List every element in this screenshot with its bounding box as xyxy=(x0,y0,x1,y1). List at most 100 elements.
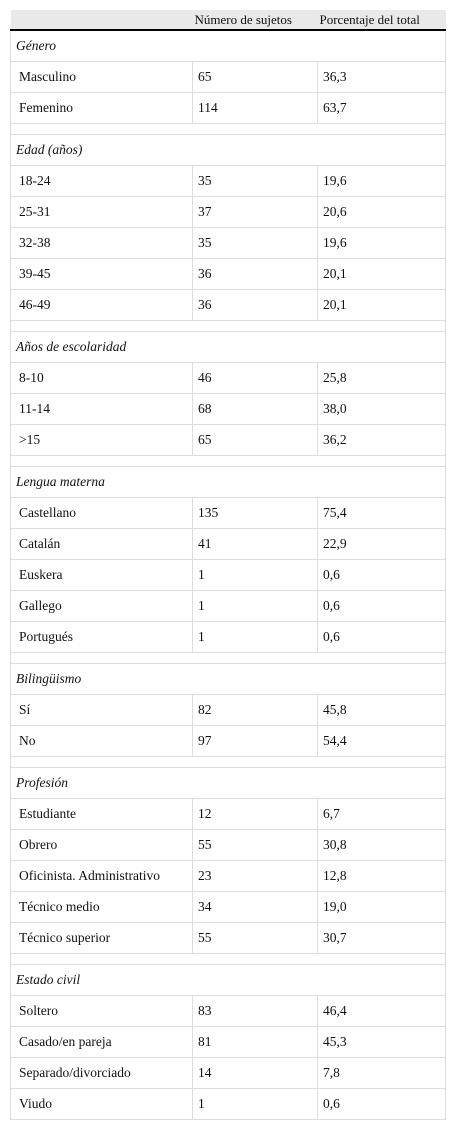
row-label: Portugués xyxy=(10,621,193,653)
data-row: 32-38 35 19,6 xyxy=(10,227,446,259)
section-row: Bilingüismo xyxy=(10,663,446,695)
data-row: 18-24 35 19,6 xyxy=(10,165,446,197)
percent-cell: 0,6 xyxy=(317,621,446,653)
row-label: Oficinista. Administrativo xyxy=(10,860,193,892)
count-cell: 83 xyxy=(192,995,318,1027)
section-row: Género xyxy=(10,29,446,62)
data-row: Obrero 55 30,8 xyxy=(10,829,446,861)
count-cell: 1 xyxy=(192,559,318,591)
count-cell: 35 xyxy=(192,227,318,259)
percent-cell: 20,1 xyxy=(317,258,446,290)
data-row: 46-49 36 20,1 xyxy=(10,289,446,321)
data-row: 11-14 68 38,0 xyxy=(10,393,446,425)
section-title: Estado civil xyxy=(10,964,446,996)
percent-cell: 20,6 xyxy=(317,196,446,228)
count-cell: 36 xyxy=(192,258,318,290)
percent-cell: 54,4 xyxy=(317,725,446,757)
count-cell: 55 xyxy=(192,922,318,954)
data-row: Masculino 65 36,3 xyxy=(10,61,446,93)
count-cell: 97 xyxy=(192,725,318,757)
row-label: 11-14 xyxy=(10,393,193,425)
row-label: Euskera xyxy=(10,559,193,591)
section-title: Bilingüismo xyxy=(10,663,446,695)
row-label: Obrero xyxy=(10,829,193,861)
spacer-cell xyxy=(10,756,446,768)
spacer-row xyxy=(10,123,446,135)
section-row: Profesión xyxy=(10,767,446,799)
row-label: Casado/en pareja xyxy=(10,1026,193,1058)
header-row: Número de sujetos Porcentaje del total xyxy=(10,10,446,31)
row-label: 8-10 xyxy=(10,362,193,394)
section-title: Edad (años) xyxy=(10,134,446,166)
row-label: Masculino xyxy=(10,61,193,93)
data-row: Técnico superior 55 30,7 xyxy=(10,922,446,954)
data-row: Castellano 135 75,4 xyxy=(10,497,446,529)
data-row: Viudo 1 0,6 xyxy=(10,1088,446,1120)
count-cell: 46 xyxy=(192,362,318,394)
percent-cell: 36,3 xyxy=(317,61,446,93)
spacer-cell xyxy=(10,455,446,467)
row-label: No xyxy=(10,725,193,757)
percent-cell: 46,4 xyxy=(317,995,446,1027)
count-cell: 12 xyxy=(192,798,318,830)
row-label: 18-24 xyxy=(10,165,193,197)
column-header: Porcentaje del total xyxy=(317,10,446,31)
data-row: Catalán 41 22,9 xyxy=(10,528,446,560)
table-body: Género Masculino 65 36,3 Femenino 114 63,7 Edad… xyxy=(10,29,446,1120)
percent-cell: 7,8 xyxy=(317,1057,446,1089)
section-title: Género xyxy=(10,29,446,62)
data-row: 25-31 37 20,6 xyxy=(10,196,446,228)
percent-cell: 30,7 xyxy=(317,922,446,954)
data-row: Oficinista. Administrativo 23 12,8 xyxy=(10,860,446,892)
spacer-row xyxy=(10,320,446,332)
row-label: Separado/divorciado xyxy=(10,1057,193,1089)
count-cell: 82 xyxy=(192,694,318,726)
spacer-row xyxy=(10,953,446,965)
percent-cell: 6,7 xyxy=(317,798,446,830)
percent-cell: 20,1 xyxy=(317,289,446,321)
count-cell: 68 xyxy=(192,393,318,425)
spacer-cell xyxy=(10,953,446,965)
count-cell: 14 xyxy=(192,1057,318,1089)
spacer-cell xyxy=(10,652,446,664)
percent-cell: 25,8 xyxy=(317,362,446,394)
count-cell: 135 xyxy=(192,497,318,529)
row-label: 32-38 xyxy=(10,227,193,259)
section-title: Lengua materna xyxy=(10,466,446,498)
table-head: Número de sujetos Porcentaje del total xyxy=(10,10,446,31)
percent-cell: 0,6 xyxy=(317,1088,446,1120)
percent-cell: 45,3 xyxy=(317,1026,446,1058)
percent-cell: 19,6 xyxy=(317,227,446,259)
data-row: Técnico medio 34 19,0 xyxy=(10,891,446,923)
row-label: 46-49 xyxy=(10,289,193,321)
percent-cell: 75,4 xyxy=(317,497,446,529)
data-row: Portugués 1 0,6 xyxy=(10,621,446,653)
spacer-row xyxy=(10,455,446,467)
percent-cell: 36,2 xyxy=(317,424,446,456)
row-label: 25-31 xyxy=(10,196,193,228)
row-label: Técnico superior xyxy=(10,922,193,954)
row-label: Femenino xyxy=(10,92,193,124)
data-row: Estudiante 12 6,7 xyxy=(10,798,446,830)
percent-cell: 19,0 xyxy=(317,891,446,923)
row-label: Soltero xyxy=(10,995,193,1027)
percent-cell: 22,9 xyxy=(317,528,446,560)
percent-cell: 45,8 xyxy=(317,694,446,726)
data-row: Soltero 83 46,4 xyxy=(10,995,446,1027)
count-cell: 36 xyxy=(192,289,318,321)
row-label: Estudiante xyxy=(10,798,193,830)
percent-cell: 0,6 xyxy=(317,559,446,591)
data-row: Gallego 1 0,6 xyxy=(10,590,446,622)
data-row: >15 65 36,2 xyxy=(10,424,446,456)
data-row: Casado/en pareja 81 45,3 xyxy=(10,1026,446,1058)
section-title: Profesión xyxy=(10,767,446,799)
data-row: Euskera 1 0,6 xyxy=(10,559,446,591)
spacer-row xyxy=(10,652,446,664)
section-row: Lengua materna xyxy=(10,466,446,498)
row-label: Gallego xyxy=(10,590,193,622)
row-label: Técnico medio xyxy=(10,891,193,923)
spacer-cell xyxy=(10,123,446,135)
count-cell: 65 xyxy=(192,61,318,93)
count-cell: 1 xyxy=(192,590,318,622)
